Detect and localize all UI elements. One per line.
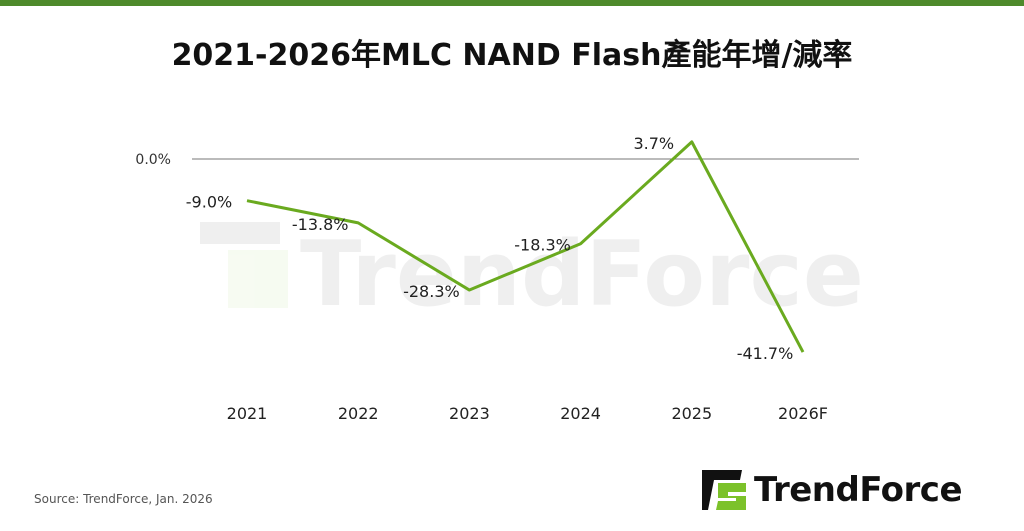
y-tick-label: 0.0% bbox=[135, 152, 171, 168]
data-label: -9.0% bbox=[186, 193, 232, 212]
data-label: 3.7% bbox=[633, 134, 674, 153]
x-tick-label: 2026F bbox=[778, 404, 828, 423]
logo-text: TrendForce bbox=[754, 470, 963, 510]
source-note: Source: TrendForce, Jan. 2026 bbox=[34, 492, 213, 506]
data-label: -18.3% bbox=[514, 236, 571, 255]
chart-title: 2021-2026年MLC NAND Flash產能年增/減率 bbox=[171, 38, 853, 73]
top-accent-bar bbox=[0, 0, 1024, 6]
watermark-text: TrendForce bbox=[300, 222, 864, 327]
x-tick-label: 2022 bbox=[338, 404, 379, 423]
watermark: TrendForce bbox=[200, 222, 864, 327]
logo-mark-icon bbox=[702, 470, 746, 510]
watermark-logo-block bbox=[228, 250, 288, 308]
trendforce-logo: TrendForce bbox=[700, 468, 963, 512]
data-label: -13.8% bbox=[292, 215, 349, 234]
series-line bbox=[246, 140, 805, 353]
watermark-logo-bar bbox=[200, 222, 280, 244]
x-tick-label: 2024 bbox=[560, 404, 601, 423]
x-tick-label: 2021 bbox=[227, 404, 268, 423]
data-label: -28.3% bbox=[403, 282, 460, 301]
data-label: -41.7% bbox=[737, 344, 794, 363]
x-tick-label: 2023 bbox=[449, 404, 490, 423]
x-tick-label: 2025 bbox=[671, 404, 712, 423]
